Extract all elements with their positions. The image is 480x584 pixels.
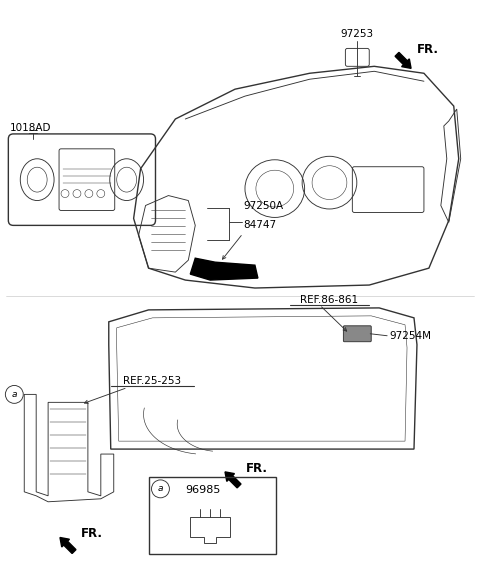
Text: a: a: [158, 484, 163, 493]
Polygon shape: [395, 53, 411, 68]
Polygon shape: [60, 537, 76, 554]
FancyBboxPatch shape: [343, 326, 371, 342]
Text: 97250A: 97250A: [243, 200, 283, 210]
Text: REF.25-253: REF.25-253: [123, 377, 181, 387]
Text: 97253: 97253: [341, 29, 374, 39]
Polygon shape: [225, 472, 241, 488]
Text: a: a: [12, 390, 17, 399]
Text: 97254M: 97254M: [389, 331, 431, 340]
Polygon shape: [190, 258, 258, 280]
Text: 84747: 84747: [243, 220, 276, 230]
Text: 1018AD: 1018AD: [9, 123, 51, 133]
Text: FR.: FR.: [417, 43, 439, 56]
Text: REF.86-861: REF.86-861: [300, 295, 359, 305]
Text: 96985: 96985: [186, 485, 221, 495]
Bar: [148, 477, 276, 554]
Text: FR.: FR.: [246, 463, 268, 475]
Text: FR.: FR.: [81, 527, 103, 540]
